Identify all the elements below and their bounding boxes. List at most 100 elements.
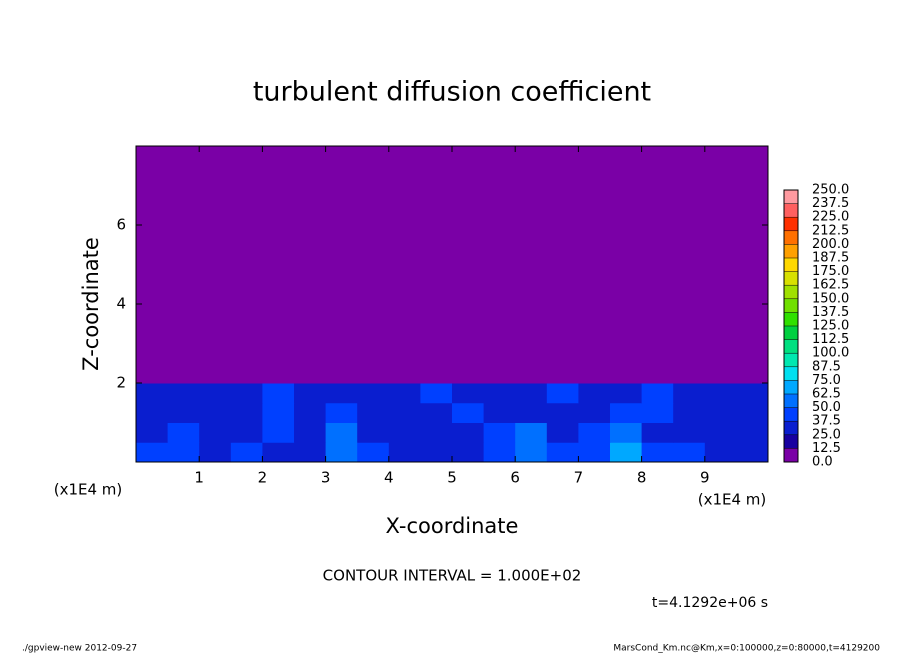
cell — [452, 402, 485, 423]
cell — [230, 402, 263, 423]
colorbar-label: 12.5 — [812, 441, 841, 456]
cell — [420, 402, 453, 423]
x-tick-label: 5 — [447, 469, 457, 487]
annotation: t=4.1292e+06 s — [652, 595, 768, 611]
colorbar-label: 150.0 — [812, 291, 849, 306]
cell — [357, 383, 390, 404]
colorbar-swatch — [784, 258, 798, 272]
cell — [546, 422, 579, 443]
cell — [388, 146, 421, 384]
cell — [167, 383, 200, 404]
cell — [578, 442, 611, 463]
cell — [167, 422, 200, 443]
cell — [610, 422, 643, 443]
colorbar-label: 87.5 — [812, 359, 841, 374]
x-tick-label: 9 — [700, 469, 710, 487]
colorbar-swatch — [784, 366, 798, 381]
cell — [610, 383, 643, 404]
y-axis-label: Z-coordinate — [79, 237, 103, 371]
x-unit-label: (x1E4 m) — [54, 481, 123, 499]
colorbar-swatch — [784, 203, 798, 218]
cell — [610, 442, 643, 463]
cell — [357, 422, 390, 443]
cell — [704, 146, 737, 384]
cell — [641, 422, 674, 443]
cell — [357, 402, 390, 423]
cell — [388, 442, 421, 463]
cell — [483, 146, 516, 384]
cell — [420, 442, 453, 463]
cell — [452, 442, 485, 463]
cell — [483, 402, 516, 423]
colorbar-label: 25.0 — [812, 427, 841, 442]
colorbar-swatch — [784, 217, 798, 231]
cell — [294, 383, 327, 404]
y-tick-label: 6 — [116, 216, 126, 234]
colorbar-label: 175.0 — [812, 264, 849, 279]
x-tick-label: 2 — [258, 469, 268, 487]
cell — [452, 422, 485, 443]
cell — [325, 442, 358, 463]
cell — [294, 422, 327, 443]
cell — [199, 383, 232, 404]
cell — [230, 383, 263, 404]
colorbar-label: 212.5 — [812, 223, 849, 238]
footer: ./gpview-new 2012-09-27 — [22, 644, 137, 654]
colorbar-swatch — [784, 230, 798, 245]
cell — [357, 146, 390, 384]
cell — [673, 422, 706, 443]
cell — [515, 442, 548, 463]
cell — [325, 402, 358, 423]
colorbar-label: 125.0 — [812, 319, 849, 334]
colorbar-label: 237.5 — [812, 196, 849, 211]
colorbar-swatch — [784, 312, 798, 326]
y-tick-label: 4 — [116, 295, 126, 313]
cell — [136, 442, 169, 463]
colorbar-swatch — [784, 448, 798, 462]
cell — [736, 442, 769, 463]
cell — [546, 146, 579, 384]
colorbar-swatch — [784, 271, 798, 286]
colorbar-label: 200.0 — [812, 237, 849, 252]
colorbar-swatch — [784, 353, 798, 367]
colorbar-swatch — [784, 434, 798, 449]
colorbar-swatch — [784, 380, 798, 394]
cell — [294, 402, 327, 423]
x-axis-label: X-coordinate — [386, 514, 519, 538]
cell — [704, 422, 737, 443]
colorbar-swatch — [784, 394, 798, 408]
x-tick-label: 6 — [510, 469, 520, 487]
cell — [515, 383, 548, 404]
cell — [673, 442, 706, 463]
cell — [704, 442, 737, 463]
cell — [388, 402, 421, 423]
cell — [483, 442, 516, 463]
cell — [199, 402, 232, 423]
colorbar-swatch — [784, 326, 798, 340]
cell — [673, 402, 706, 423]
cell — [704, 383, 737, 404]
colorbar-label: 162.5 — [812, 278, 849, 293]
cell — [736, 146, 769, 384]
colorbar-swatch — [784, 421, 798, 435]
cell — [673, 383, 706, 404]
cell — [610, 146, 643, 384]
cell — [673, 146, 706, 384]
x-tick-label: 4 — [384, 469, 394, 487]
cell — [578, 402, 611, 423]
cell — [325, 146, 358, 384]
cell — [515, 146, 548, 384]
cell — [262, 146, 295, 384]
cell — [167, 402, 200, 423]
cell — [294, 146, 327, 384]
colorbar-swatch — [784, 244, 798, 258]
cell — [262, 442, 295, 463]
x-tick-label: 1 — [194, 469, 204, 487]
cell — [452, 383, 485, 404]
cell — [420, 146, 453, 384]
cell — [641, 402, 674, 423]
cell — [704, 402, 737, 423]
cell — [641, 146, 674, 384]
cell — [199, 442, 232, 463]
cell — [136, 383, 169, 404]
